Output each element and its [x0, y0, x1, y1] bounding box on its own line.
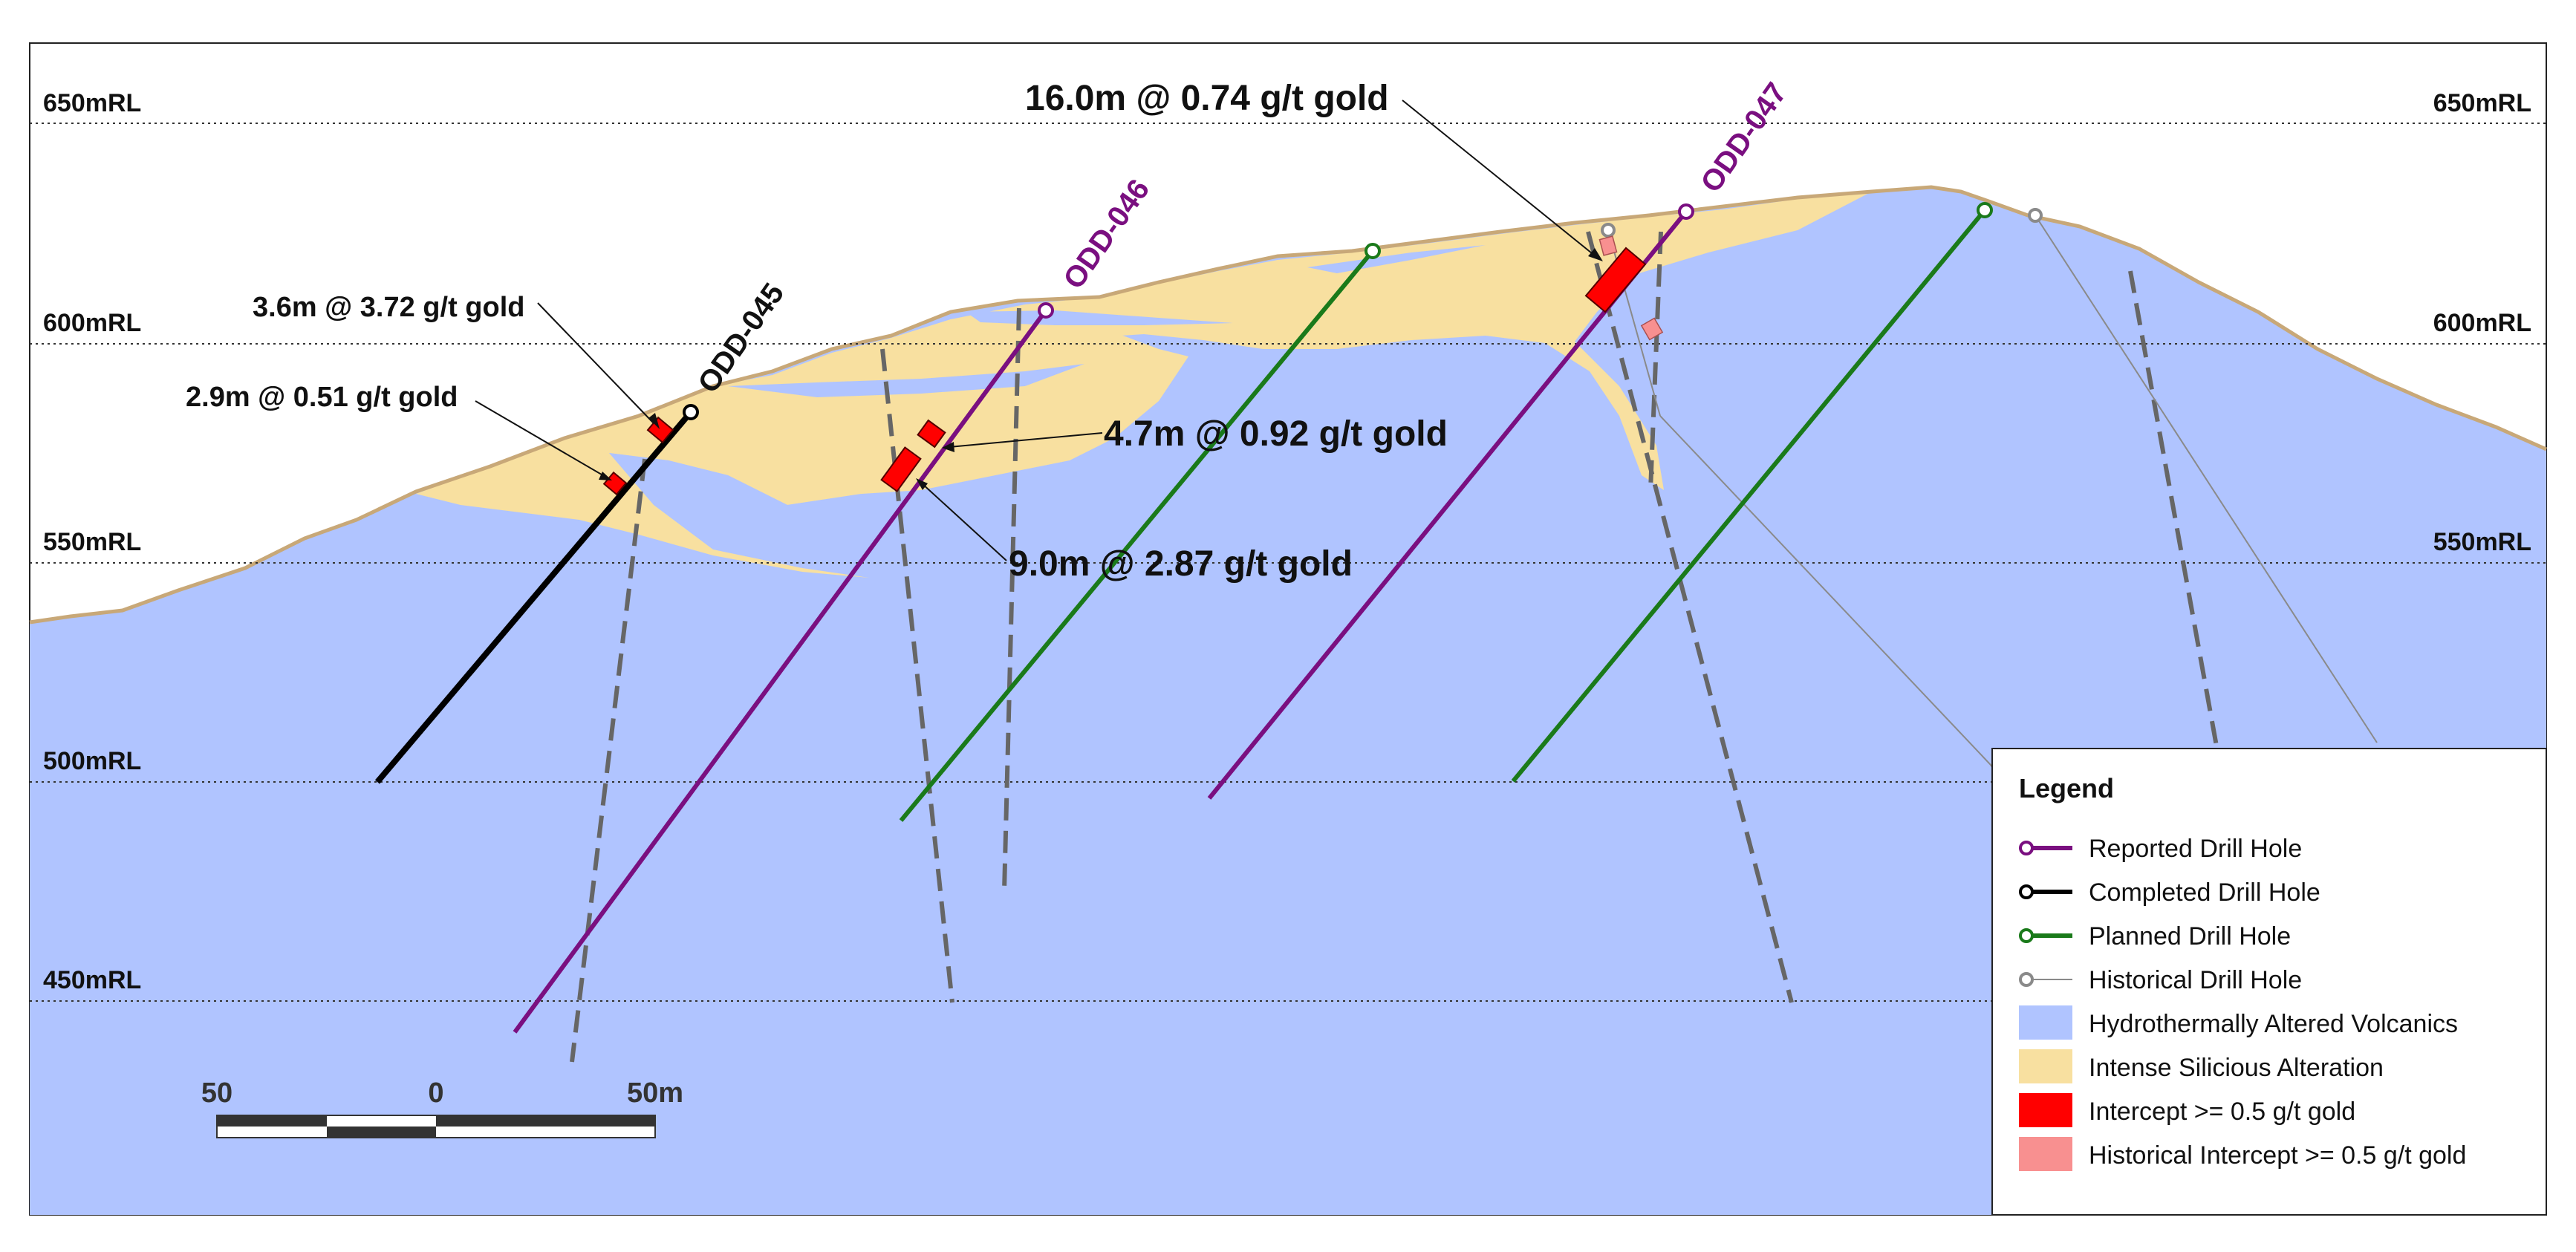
callout-2-9m-label: 2.9m @ 0.51 g/t gold	[186, 382, 458, 413]
rl-500-label-left: 500mRL	[43, 747, 141, 775]
legend-item-intercept: Intercept >= 0.5 g/t gold	[2019, 1093, 2355, 1127]
legend-item-historical: Historical Drill Hole	[2019, 966, 2302, 994]
intercept-odd046-9-0m	[880, 446, 922, 492]
planned-collar-2	[1977, 202, 1993, 218]
volcanics-lens-4	[609, 453, 862, 520]
scale-segment-1	[217, 1115, 327, 1127]
legend-reported-label: Reported Drill Hole	[2089, 835, 2302, 863]
fault-1	[570, 458, 647, 1063]
arrowhead-2-9m	[599, 472, 612, 480]
scale-label-center: 0	[428, 1077, 443, 1109]
legend-historical-collar-icon	[2019, 972, 2034, 987]
legend-intercept-swatch-icon	[2019, 1093, 2072, 1127]
rl-450-label-left: 450mRL	[43, 966, 141, 994]
leader-4-7m	[949, 432, 1103, 448]
callout-4-7m-label: 4.7m @ 0.92 g/t gold	[1104, 414, 1448, 454]
callout-3-6m-label: 3.6m @ 3.72 g/t gold	[253, 292, 524, 323]
rl-550-label-right: 550mRL	[2433, 528, 2531, 556]
rl-650-label-left: 650mRL	[43, 89, 141, 117]
historical-collar-1	[1601, 223, 1616, 238]
intercept-odd047-16-0m	[1584, 247, 1647, 313]
scale-segment-3	[436, 1115, 655, 1127]
legend: Legend Reported Drill Hole Completed Dri…	[1991, 748, 2547, 1216]
leader-lines	[475, 100, 1596, 561]
historical-collar-2	[2028, 208, 2043, 223]
leader-16m	[1402, 100, 1596, 257]
legend-completed-collar-icon	[2019, 884, 2034, 899]
fault-5	[1648, 231, 1663, 491]
legend-item-planned: Planned Drill Hole	[2019, 922, 2291, 951]
scale-segment-2	[327, 1127, 436, 1138]
collar-odd046	[1038, 302, 1054, 319]
intercept-odd046-4-7m	[917, 419, 946, 449]
rl-650-label-right: 650mRL	[2433, 89, 2531, 117]
faults	[570, 231, 2219, 1063]
leader-arrowheads	[599, 248, 1603, 490]
legend-intercept-label: Intercept >= 0.5 g/t gold	[2089, 1098, 2355, 1126]
topography-line	[29, 185, 2548, 625]
scale-label-right: 50m	[627, 1077, 683, 1109]
legend-volcanics-label: Hydrothermally Altered Volcanics	[2089, 1010, 2458, 1038]
rl-550-label-left: 550mRL	[43, 528, 141, 556]
leader-2-9m	[475, 400, 606, 477]
legend-reported-collar-icon	[2019, 841, 2034, 855]
legend-planned-label: Planned Drill Hole	[2089, 922, 2291, 951]
rl-600-label-left: 600mRL	[43, 309, 141, 337]
callout-16m-label: 16.0m @ 0.74 g/t gold	[1025, 79, 1389, 118]
historical-hole-2	[1659, 415, 1991, 766]
arrowhead-3-6m	[648, 413, 660, 429]
planned-drill-hole-2	[1511, 209, 1987, 783]
completed-drill-hole-odd045	[374, 410, 694, 784]
legend-title: Legend	[2019, 773, 2114, 803]
legend-item-completed: Completed Drill Hole	[2019, 878, 2320, 907]
leader-3-6m	[537, 302, 654, 424]
collar-odd045	[683, 404, 699, 420]
legend-item-historical-intercept: Historical Intercept >= 0.5 g/t gold	[2019, 1137, 2466, 1171]
fault-2	[880, 348, 954, 1003]
fault-4	[1586, 231, 1794, 1003]
rl-600-label-right: 600mRL	[2433, 309, 2531, 337]
legend-item-silicious: Intense Silicious Alteration	[2019, 1049, 2384, 1083]
planned-drill-hole-1	[899, 250, 1375, 822]
leader-9-0m	[920, 482, 1007, 561]
collar-odd047	[1678, 203, 1694, 220]
volcanics-lens-1	[966, 310, 1233, 325]
scale-bar: 50 0 50m	[201, 1077, 683, 1138]
legend-silicious-swatch-icon	[2019, 1049, 2072, 1083]
historical-intercept-1	[1598, 235, 1618, 256]
legend-historical-intercept-swatch-icon	[2019, 1137, 2072, 1171]
historical-hole-4	[2035, 215, 2378, 743]
scale-label-left: 50	[201, 1077, 232, 1109]
planned-collar-1	[1365, 243, 1381, 259]
intercept-odd045-3-6m	[646, 416, 674, 444]
historical-intercept-2	[1640, 317, 1664, 341]
legend-item-reported: Reported Drill Hole	[2019, 835, 2302, 863]
legend-item-volcanics: Hydrothermally Altered Volcanics	[2019, 1005, 2458, 1040]
arrowhead-4-7m	[942, 442, 954, 452]
arrowhead-9-0m	[916, 478, 928, 490]
legend-completed-label: Completed Drill Hole	[2089, 878, 2320, 907]
reported-drill-hole-odd046	[513, 309, 1048, 1034]
arrowhead-16m	[1588, 248, 1603, 261]
callout-9-0m-label: 9.0m @ 2.87 g/t gold	[1009, 544, 1353, 584]
volcanics-lens-3	[1307, 245, 1486, 273]
legend-historical-label: Historical Drill Hole	[2089, 966, 2302, 994]
legend-planned-collar-icon	[2019, 928, 2034, 943]
legend-volcanics-swatch-icon	[2019, 1005, 2072, 1040]
volcanics-lens-2	[728, 364, 1084, 397]
legend-historical-intercept-label: Historical Intercept >= 0.5 g/t gold	[2089, 1141, 2466, 1170]
legend-silicious-label: Intense Silicious Alteration	[2089, 1054, 2384, 1082]
fault-6	[2128, 270, 2219, 751]
legend-box	[1991, 748, 2547, 1216]
